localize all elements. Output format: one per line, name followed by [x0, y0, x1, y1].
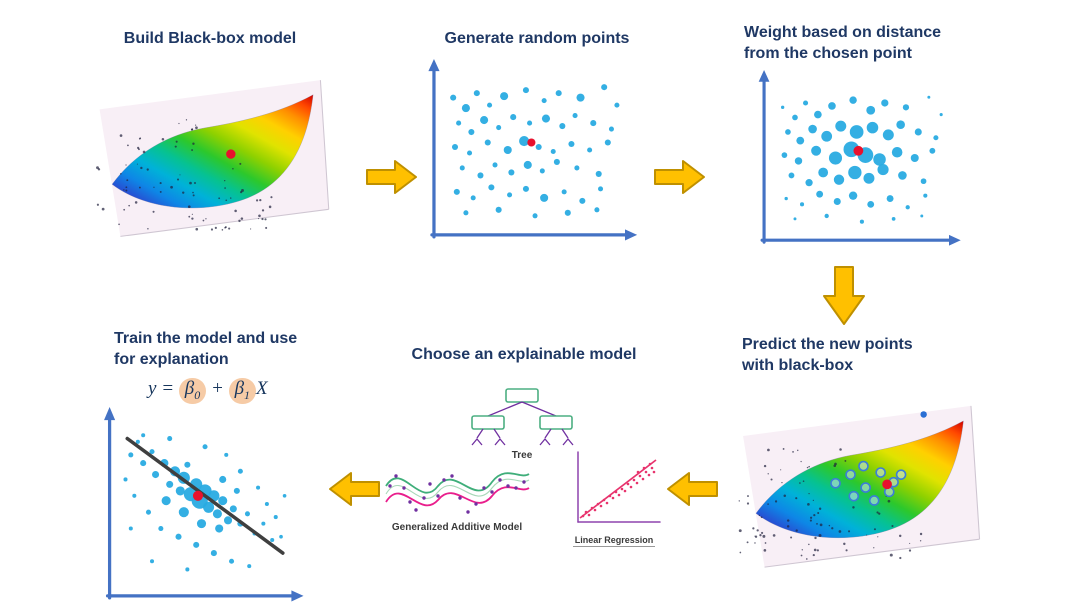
step-train-explain: Train the model and use for explanation … — [92, 328, 354, 606]
gam-curves — [385, 472, 530, 514]
beta1-symbol: β — [234, 378, 245, 400]
plot-axes — [428, 59, 638, 241]
step-weight-points: Weight based on distance from the chosen… — [732, 22, 984, 250]
gam-model-figure: Generalized Additive Model — [378, 458, 536, 533]
linear-regression-figure: Linear Regression — [562, 446, 666, 548]
step-title-weight-line1: Weight based on distance — [744, 24, 942, 41]
arrow-shape — [823, 266, 865, 325]
data-points — [450, 84, 620, 219]
tree-model-figure: Tree — [456, 386, 588, 461]
step-title-train-line1: Train the model and use — [114, 330, 298, 347]
tree-right-node — [539, 415, 573, 430]
arrow-shape — [329, 472, 380, 506]
step-title-predict-line1: Predict the new points — [742, 336, 913, 353]
arrow-shape — [654, 160, 705, 194]
tree-label: Tree — [511, 450, 533, 461]
step-title-predict-line2: with black-box — [742, 357, 854, 375]
equation-plus: + — [206, 378, 229, 400]
step-title-train-line2: for explanation — [114, 351, 229, 369]
beta0-subscript: 0 — [194, 388, 201, 403]
beta0-symbol: β — [184, 378, 195, 400]
flow-arrow-down — [823, 266, 865, 325]
predicted-surface-plot — [738, 406, 981, 568]
flow-arrow-right-2 — [654, 160, 705, 194]
beta1-highlight: β1 — [228, 378, 257, 405]
step-choose-model: Choose an explainable model Tree — [378, 344, 670, 590]
flow-arrow-left-2 — [329, 472, 380, 506]
tree-left-node — [471, 415, 505, 430]
gam-label: Generalized Additive Model — [391, 522, 523, 533]
tree-root-node — [505, 388, 539, 403]
data-points — [780, 95, 943, 225]
step-build-blackbox: Build Black-box model — [60, 28, 360, 248]
arrow-shape — [366, 160, 417, 194]
blackbox-surface-plot — [96, 80, 330, 238]
beta0-highlight: β0 — [178, 378, 207, 405]
weighted-points-plot — [758, 70, 961, 246]
decision-tree-diagram — [471, 388, 574, 446]
equation-equals: = — [156, 378, 179, 400]
flow-arrow-left-1 — [667, 472, 718, 506]
random-points-plot — [428, 59, 638, 241]
equation-y: y — [148, 378, 157, 400]
equation-x: X — [256, 378, 268, 400]
linear-regression-label: Linear Regression — [572, 535, 656, 547]
plot-axes — [758, 70, 961, 246]
step-title-choose: Choose an explainable model — [411, 346, 637, 363]
data-points — [123, 433, 287, 572]
step-predict-points: Predict the new points with black-box — [716, 334, 996, 579]
step-title-build: Build Black-box model — [123, 30, 297, 47]
linear-regression-plot — [577, 451, 661, 523]
flow-arrow-right-1 — [366, 160, 417, 194]
step-title-generate: Generate random points — [444, 30, 630, 47]
step-title-weight-line2: from the chosen point — [744, 45, 912, 63]
beta1-subscript: 1 — [244, 388, 251, 403]
step-generate-points: Generate random points — [418, 28, 656, 245]
arrow-shape — [667, 472, 718, 506]
regression-equation: y = β0 + β1 X — [148, 378, 354, 405]
explanation-plot — [104, 407, 304, 602]
plot-axes — [104, 407, 304, 602]
